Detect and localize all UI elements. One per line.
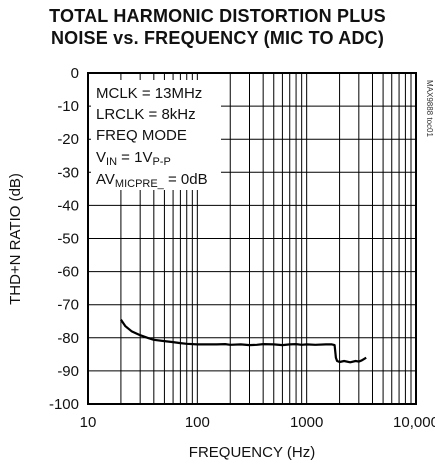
annotation-gain: AVMICPRE_ = 0dB [96, 171, 208, 190]
annotation-vin-sub: IN [106, 156, 117, 168]
annotation-box: MCLK = 13MHz LRCLK = 8kHz FREQ MODE VIN … [91, 80, 221, 190]
thdn-series-line [119, 318, 367, 364]
x-tick-label: 100 [185, 414, 210, 431]
y-tick-label: -30 [57, 164, 79, 181]
x-axis-title: FREQUENCY (Hz) [189, 444, 315, 461]
y-tick-label: -60 [57, 264, 79, 281]
y-tick-label: -20 [57, 131, 79, 148]
chart-title-line-2: NOISE vs. FREQUENCY (MIC TO ADC) [50, 28, 385, 48]
x-tick-labels: 10 100 1000 10,000 [80, 414, 435, 431]
y-tick-labels: 0 -10 -20 -30 -40 -50 -60 -70 -80 -90 -100 [49, 65, 79, 413]
y-tick-label: -50 [57, 231, 79, 248]
x-tick-label: 1000 [290, 414, 323, 431]
annotation-vin: VIN = 1VP-P [96, 149, 171, 168]
y-tick-label: -40 [57, 197, 79, 214]
annotation-mclk: MCLK = 13MHz [96, 85, 202, 102]
chart-title-line-1: TOTAL HARMONIC DISTORTION PLUS [49, 6, 386, 26]
annotation-gain-value: = 0dB [164, 171, 208, 188]
annotation-freq-mode: FREQ MODE [96, 127, 187, 144]
y-tick-label: -80 [57, 330, 79, 347]
y-axis-title: THD+N RATIO (dB) [7, 173, 24, 305]
plot-frame [87, 72, 417, 405]
annotation-gain-av: AV [96, 171, 115, 188]
grid [88, 73, 416, 404]
x-tick-label: 10,000 [393, 414, 435, 431]
y-tick-label: -90 [57, 363, 79, 380]
y-tick-label: 0 [71, 65, 79, 82]
annotation-vin-value: = 1V [117, 149, 152, 166]
annotation-vin-unit-sub: P-P [152, 156, 170, 168]
figure-code-label: MAX9888 toc01 [425, 80, 434, 137]
y-tick-label: -10 [57, 98, 79, 115]
annotation-lrclk: LRCLK = 8kHz [96, 106, 196, 123]
annotation-vin-v: V [96, 149, 106, 166]
x-tick-label: 10 [80, 414, 97, 431]
annotation-gain-sub: MICPRE_ [115, 178, 165, 190]
y-tick-label: -100 [49, 396, 79, 413]
y-tick-label: -70 [57, 297, 79, 314]
